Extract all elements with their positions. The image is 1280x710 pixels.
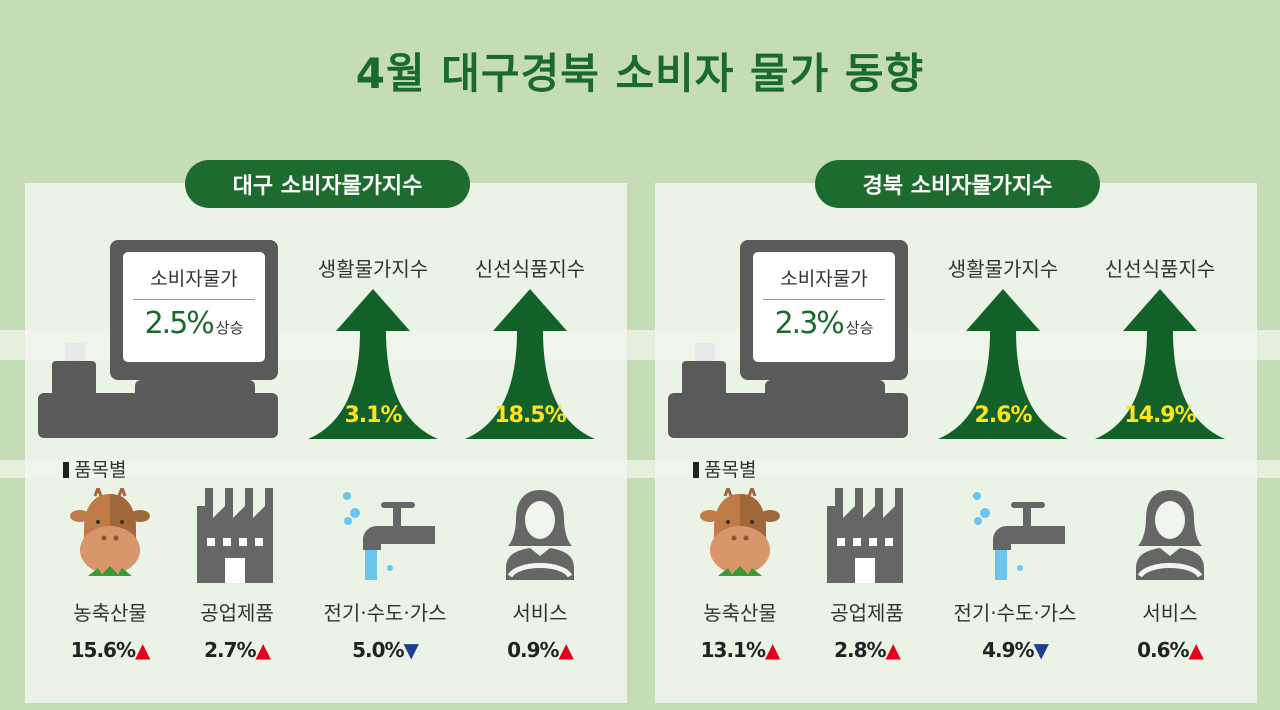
item-value: 2.8% (834, 638, 886, 662)
cow-icon (30, 488, 190, 583)
register-neck (135, 380, 255, 396)
category-title: 품목별 (63, 455, 126, 482)
arrow-down-icon: ▼ (1033, 638, 1049, 662)
index-label: 생활물가지수 (947, 257, 1059, 281)
item-value: 2.7% (204, 638, 256, 662)
item-label: 공업제품 (200, 601, 274, 625)
register-base (38, 393, 278, 438)
receipt-printer (682, 361, 726, 396)
daegu-panel: 대구 소비자물가지수 소비자물가 2.5% 상승 생활물가지수 3.1% 신선식품… (25, 160, 627, 703)
cash-register-monitor-icon: 소비자물가 2.3% 상승 (740, 240, 908, 380)
category-item: 전기·수도·가스 5.0%▼ (305, 488, 465, 662)
operator-icon (1090, 488, 1250, 583)
cpi-label: 소비자물가 (133, 252, 255, 300)
faucet-icon (935, 488, 1095, 583)
up-arrow-icon (303, 289, 443, 439)
category-item: 서비스 0.6%▲ (1090, 488, 1250, 662)
index-value: 2.6% (974, 403, 1032, 428)
register-neck (765, 380, 885, 396)
category-item: 전기·수도·가스 4.9%▼ (935, 488, 1095, 662)
index-arrow: 신선식품지수 18.5% (460, 253, 600, 439)
index-label: 생활물가지수 (317, 257, 429, 281)
category-item: 서비스 0.9%▲ (460, 488, 620, 662)
operator-icon (460, 488, 620, 583)
index-arrow: 생활물가지수 2.6% (933, 253, 1073, 439)
index-value: 18.5% (494, 403, 566, 428)
cpi-value: 2.5% (144, 306, 215, 341)
item-label: 서비스 (1142, 601, 1198, 625)
arrow-down-icon: ▼ (403, 638, 419, 662)
page-title: 4월 대구경북 소비자 물가 동향 (355, 49, 925, 98)
register-screen: 소비자물가 2.3% 상승 (753, 252, 895, 362)
category-item: 공업제품 2.7%▲ (157, 488, 317, 662)
cpi-value: 2.3% (774, 306, 845, 341)
factory-icon (787, 488, 947, 583)
cpi-suffix: 상승 (845, 319, 874, 337)
factory-icon (157, 488, 317, 583)
faucet-icon (305, 488, 465, 583)
up-arrow-icon (933, 289, 1073, 439)
receipt-paper (65, 343, 85, 365)
arrow-up-icon: ▲ (255, 638, 271, 662)
register-screen: 소비자물가 2.5% 상승 (123, 252, 265, 362)
category-item: 농축산물 13.1%▲ (660, 488, 820, 662)
item-label: 서비스 (512, 601, 568, 625)
cpi-label: 소비자물가 (763, 252, 885, 300)
panel-header: 경북 소비자물가지수 (815, 160, 1100, 208)
item-label: 전기·수도·가스 (323, 601, 447, 625)
index-value: 3.1% (344, 403, 402, 428)
index-arrow: 생활물가지수 3.1% (303, 253, 443, 439)
category-item: 공업제품 2.8%▲ (787, 488, 947, 662)
arrow-up-icon: ▲ (558, 638, 574, 662)
item-label: 공업제품 (830, 601, 904, 625)
index-label: 신선식품지수 (474, 257, 586, 281)
item-label: 농축산물 (73, 601, 147, 625)
index-arrow: 신선식품지수 14.9% (1090, 253, 1230, 439)
item-value: 0.9% (507, 638, 559, 662)
item-label: 농축산물 (703, 601, 777, 625)
arrow-up-icon: ▲ (135, 638, 150, 662)
cash-register-monitor-icon: 소비자물가 2.5% 상승 (110, 240, 278, 380)
arrow-up-icon: ▲ (765, 638, 780, 662)
index-label: 신선식품지수 (1104, 257, 1216, 281)
up-arrow-icon (460, 289, 600, 439)
item-value: 4.9% (982, 638, 1034, 662)
gyeongbuk-panel: 경북 소비자물가지수 소비자물가 2.3% 상승 생활물가지수 2.6% 신선식품… (655, 160, 1257, 703)
item-value: 13.1% (700, 638, 766, 662)
panel-header: 대구 소비자물가지수 (185, 160, 470, 208)
item-label: 전기·수도·가스 (953, 601, 1077, 625)
item-value: 0.6% (1137, 638, 1189, 662)
item-value: 15.6% (70, 638, 136, 662)
category-title: 품목별 (693, 455, 756, 482)
receipt-printer (52, 361, 96, 396)
cow-icon (660, 488, 820, 583)
arrow-up-icon: ▲ (885, 638, 901, 662)
item-value: 5.0% (352, 638, 404, 662)
arrow-up-icon: ▲ (1188, 638, 1204, 662)
up-arrow-icon (1090, 289, 1230, 439)
receipt-paper (695, 343, 715, 365)
index-value: 14.9% (1124, 403, 1196, 428)
cpi-suffix: 상승 (215, 319, 244, 337)
register-base (668, 393, 908, 438)
category-item: 농축산물 15.6%▲ (30, 488, 190, 662)
